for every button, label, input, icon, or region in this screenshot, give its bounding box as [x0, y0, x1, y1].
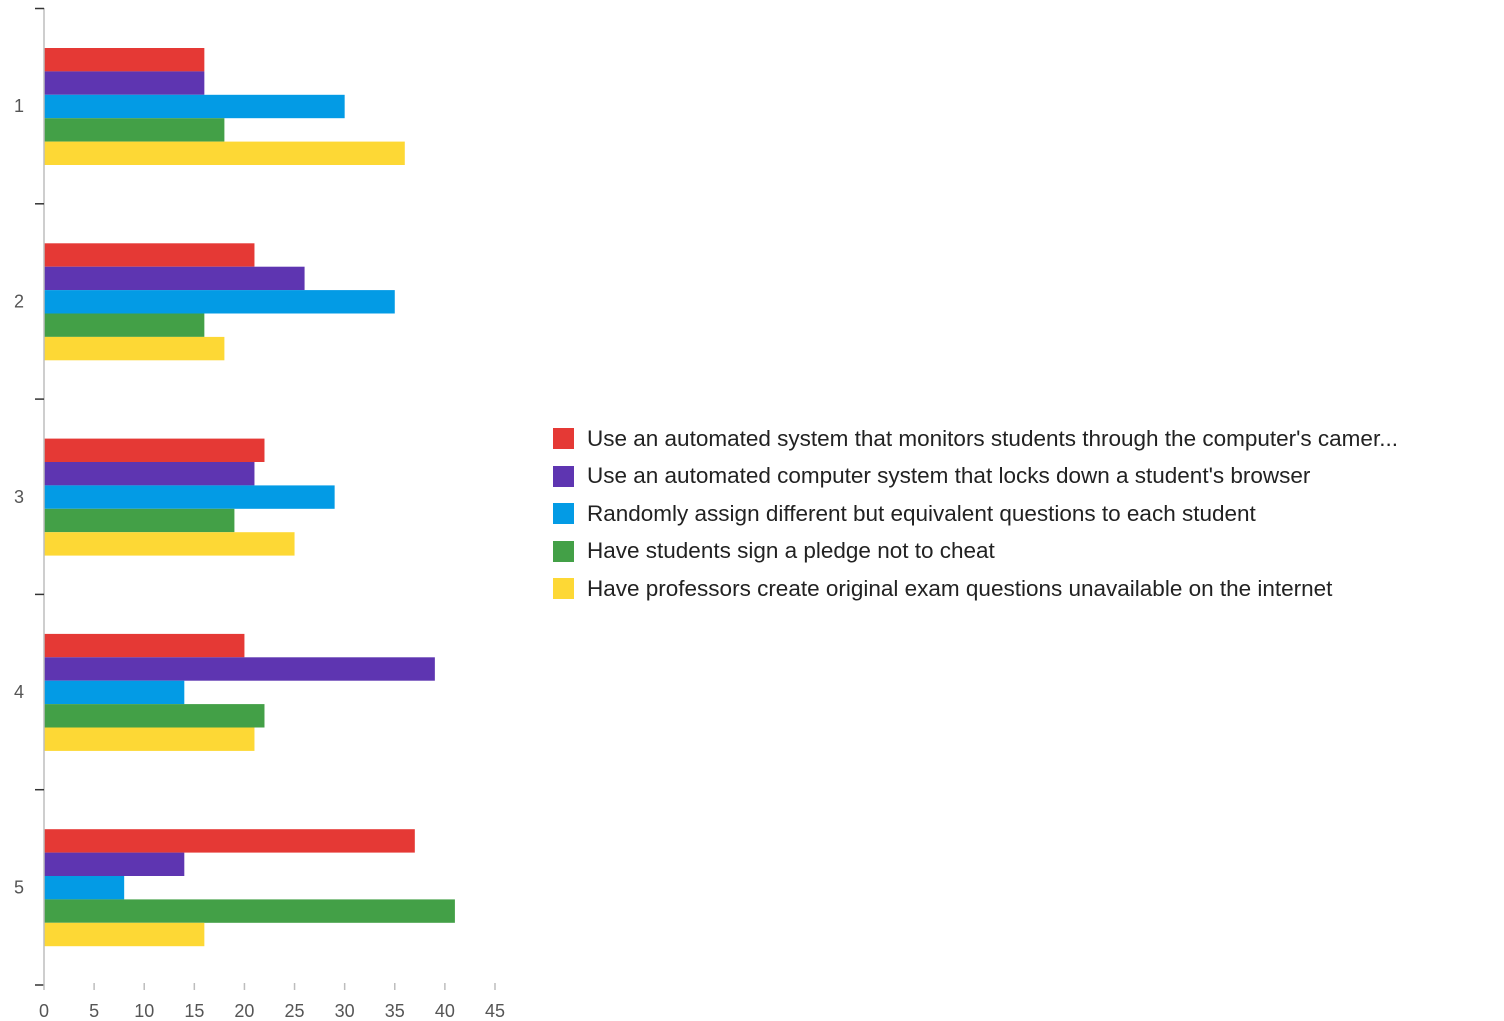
- legend-item: Have professors create original exam que…: [553, 570, 1398, 608]
- legend-item: Use an automated computer system that lo…: [553, 458, 1398, 496]
- x-tick-label: 30: [335, 1001, 355, 1021]
- legend-swatch: [553, 503, 574, 524]
- legend-swatch: [553, 578, 574, 599]
- bar-1-series-3: [44, 95, 345, 118]
- bar-3-series-2: [44, 462, 254, 485]
- bar-4-series-5: [44, 728, 254, 751]
- bar-2-series-1: [44, 243, 254, 266]
- bar-5-series-2: [44, 853, 184, 876]
- x-tick-label: 25: [285, 1001, 305, 1021]
- y-category-label: 1: [14, 96, 24, 116]
- legend-swatch: [553, 428, 574, 449]
- bar-1-series-5: [44, 142, 405, 165]
- x-tick-label: 15: [184, 1001, 204, 1021]
- legend-label: Use an automated computer system that lo…: [587, 463, 1310, 489]
- legend-label: Have professors create original exam que…: [587, 576, 1332, 602]
- legend-label: Use an automated system that monitors st…: [587, 426, 1398, 452]
- chart-legend: Use an automated system that monitors st…: [553, 420, 1398, 608]
- bar-2-series-2: [44, 267, 305, 290]
- bar-3-series-5: [44, 532, 295, 555]
- bar-4-series-1: [44, 634, 244, 657]
- legend-item: Use an automated system that monitors st…: [553, 420, 1398, 458]
- legend-swatch: [553, 541, 574, 562]
- x-tick-label: 45: [485, 1001, 505, 1021]
- legend-label: Have students sign a pledge not to cheat: [587, 538, 995, 564]
- x-tick-label: 5: [89, 1001, 99, 1021]
- y-category-label: 2: [14, 291, 24, 311]
- x-tick-label: 40: [435, 1001, 455, 1021]
- legend-label: Randomly assign different but equivalent…: [587, 501, 1256, 527]
- y-category-label: 4: [14, 682, 24, 702]
- bar-2-series-3: [44, 290, 395, 313]
- x-tick-label: 35: [385, 1001, 405, 1021]
- bar-5-series-1: [44, 829, 415, 852]
- bar-4-series-2: [44, 657, 435, 680]
- x-tick-label: 20: [234, 1001, 254, 1021]
- legend-item: Randomly assign different but equivalent…: [553, 495, 1398, 533]
- legend-swatch: [553, 466, 574, 487]
- bar-3-series-3: [44, 485, 335, 508]
- bar-1-series-1: [44, 48, 204, 71]
- bar-3-series-4: [44, 509, 234, 532]
- x-tick-label: 0: [39, 1001, 49, 1021]
- bar-5-series-4: [44, 899, 455, 922]
- x-tick-label: 10: [134, 1001, 154, 1021]
- bar-4-series-3: [44, 681, 184, 704]
- bar-3-series-1: [44, 439, 264, 462]
- y-category-label: 5: [14, 877, 24, 897]
- legend-item: Have students sign a pledge not to cheat: [553, 533, 1398, 571]
- bar-2-series-5: [44, 337, 224, 360]
- y-category-label: 3: [14, 487, 24, 507]
- bar-1-series-2: [44, 71, 204, 94]
- bar-5-series-5: [44, 923, 204, 946]
- bar-4-series-4: [44, 704, 264, 727]
- bar-5-series-3: [44, 876, 124, 899]
- bar-2-series-4: [44, 314, 204, 337]
- bar-1-series-4: [44, 118, 224, 141]
